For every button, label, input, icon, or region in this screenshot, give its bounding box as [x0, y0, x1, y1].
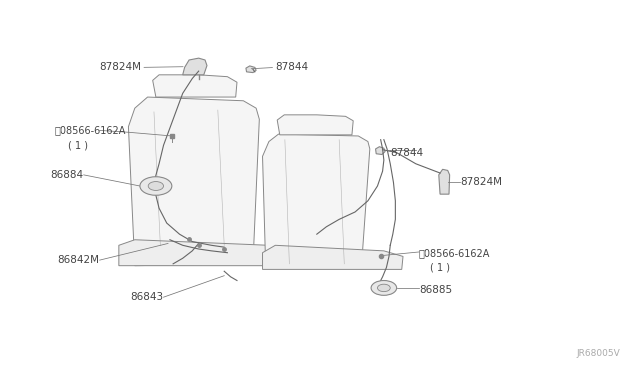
Text: 86842M: 86842M: [58, 255, 100, 265]
Circle shape: [371, 280, 397, 295]
Text: Ⓢ08566-6162A: Ⓢ08566-6162A: [55, 125, 126, 135]
Text: 86884: 86884: [51, 170, 84, 180]
Text: 87844: 87844: [275, 62, 308, 73]
Polygon shape: [129, 97, 259, 266]
Text: Ⓢ08566-6162A: Ⓢ08566-6162A: [419, 248, 490, 258]
Text: 86885: 86885: [419, 285, 452, 295]
Circle shape: [148, 182, 164, 190]
Polygon shape: [439, 169, 450, 194]
Polygon shape: [262, 134, 370, 267]
Polygon shape: [246, 66, 256, 73]
Text: JR68005V: JR68005V: [577, 349, 620, 358]
Circle shape: [140, 177, 172, 195]
Polygon shape: [153, 75, 237, 97]
Polygon shape: [262, 245, 403, 269]
Polygon shape: [277, 115, 353, 135]
Text: ( 1 ): ( 1 ): [68, 140, 88, 150]
Text: 87824M: 87824M: [461, 177, 502, 187]
Text: 86843: 86843: [131, 292, 164, 302]
Text: 87844: 87844: [390, 148, 424, 158]
Text: ( 1 ): ( 1 ): [430, 263, 450, 273]
Polygon shape: [119, 240, 294, 266]
Polygon shape: [376, 147, 385, 154]
Polygon shape: [182, 58, 207, 75]
Text: 87824M: 87824M: [99, 62, 141, 73]
Circle shape: [378, 284, 390, 292]
